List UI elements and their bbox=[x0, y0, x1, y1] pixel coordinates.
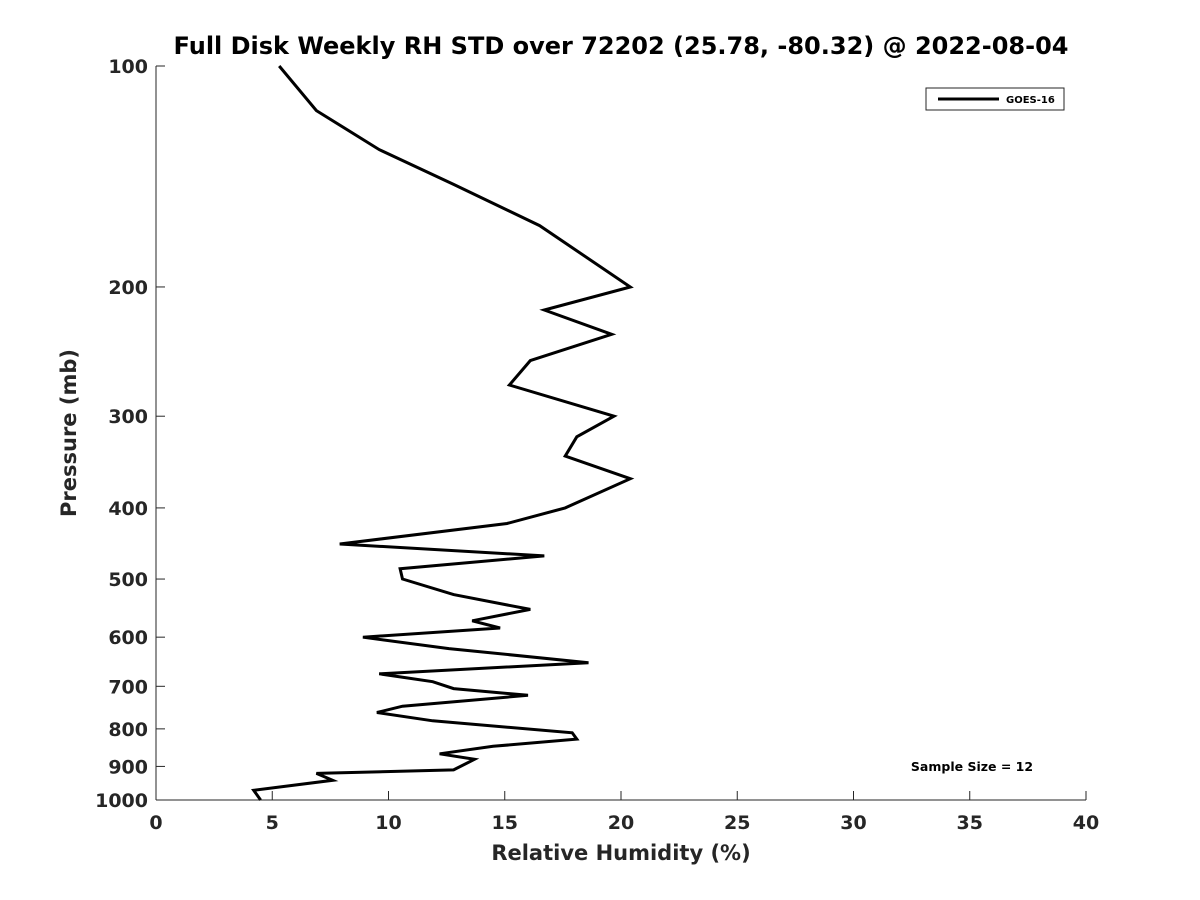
y-tick-label: 400 bbox=[108, 498, 148, 520]
y-tick-label: 100 bbox=[108, 56, 148, 78]
x-tick-label: 35 bbox=[957, 812, 983, 834]
plot-area: 0 5 10 15 20 25 30 35 40 100 200 300 400 500 600 700 80… bbox=[95, 56, 1099, 834]
legend: GOES-16 bbox=[925, 87, 1065, 111]
x-tick-label: 0 bbox=[149, 812, 162, 834]
y-axis-label: Pressure (mb) bbox=[57, 349, 81, 517]
x-tick-label: 5 bbox=[266, 812, 279, 834]
y-tick-label: 500 bbox=[108, 569, 148, 591]
x-tick-label: 30 bbox=[840, 812, 866, 834]
y-axis-ticks: 100 200 300 400 500 600 700 800 900 1000 bbox=[95, 56, 165, 812]
y-tick-label: 800 bbox=[108, 719, 148, 741]
y-tick-label: 600 bbox=[108, 627, 148, 649]
x-tick-label: 15 bbox=[492, 812, 518, 834]
chart-title: Full Disk Weekly RH STD over 72202 (25.7… bbox=[174, 32, 1069, 60]
y-tick-label: 700 bbox=[108, 676, 148, 698]
y-tick-label: 900 bbox=[108, 756, 148, 778]
x-axis-label: Relative Humidity (%) bbox=[491, 841, 750, 865]
x-tick-label: 20 bbox=[608, 812, 634, 834]
x-tick-label: 25 bbox=[724, 812, 750, 834]
x-tick-label: 10 bbox=[375, 812, 401, 834]
sample-size-annotation: Sample Size = 12 bbox=[911, 759, 1033, 774]
y-tick-label: 200 bbox=[108, 277, 148, 299]
x-axis-ticks: 0 5 10 15 20 25 30 35 40 bbox=[149, 791, 1099, 834]
x-tick-label: 40 bbox=[1073, 812, 1099, 834]
series-line-goes-16 bbox=[251, 65, 635, 801]
y-tick-label: 1000 bbox=[95, 790, 148, 812]
y-tick-label: 300 bbox=[108, 406, 148, 428]
legend-label-goes-16: GOES-16 bbox=[1006, 95, 1055, 106]
